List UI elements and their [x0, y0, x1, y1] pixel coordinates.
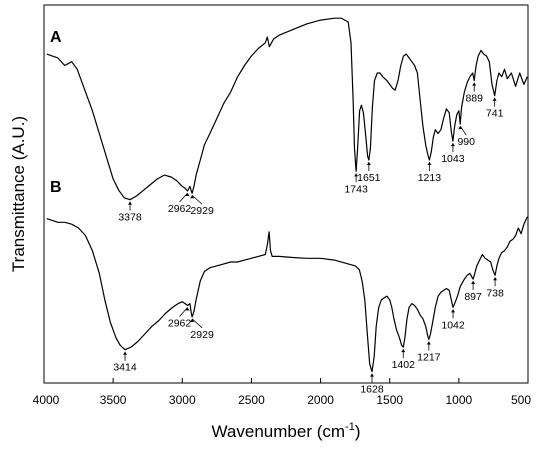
peak-label: 1042 [441, 319, 465, 331]
peak-arrow-head [190, 195, 195, 199]
panel-label-b: B [50, 179, 62, 196]
peak-label: 1651 [357, 172, 381, 184]
spectrum-line-b [46, 216, 528, 373]
spectra-series [46, 17, 528, 373]
peak-label: 741 [486, 108, 504, 120]
peak-arrow-head [426, 341, 431, 345]
peak-label: 1628 [360, 384, 384, 396]
peak-annotation: 1651 [357, 161, 381, 184]
peak-arrow-head [185, 307, 190, 311]
x-tick-label: 2000 [307, 393, 334, 407]
peak-arrow-head [492, 97, 497, 101]
peak-annotation: 889 [465, 82, 483, 105]
peak-label: 1217 [417, 352, 441, 364]
peak-annotation: 897 [464, 281, 482, 303]
peak-label: 1743 [344, 183, 368, 195]
spectrum-line-a [46, 17, 528, 201]
peak-arrow [459, 125, 467, 136]
peak-label: 738 [486, 287, 504, 299]
peak-arrow-head [128, 201, 133, 205]
peak-annotation: 1628 [360, 373, 384, 396]
x-tick-label: 4000 [33, 393, 60, 407]
peak-annotation: 2929 [190, 318, 214, 341]
peak-arrow-head [458, 126, 463, 130]
peak-annotation: 3378 [118, 201, 142, 224]
peak-label: 2929 [190, 329, 214, 341]
peak-label: 3378 [118, 212, 142, 224]
peak-arrow [191, 194, 203, 205]
peak-label: 1043 [441, 153, 465, 165]
peak-label: 3414 [113, 362, 137, 374]
peak-annotation: 2962 [168, 307, 192, 330]
peak-annotation: 2962 [168, 192, 192, 215]
peak-label: 2962 [168, 318, 192, 330]
peak-arrow-head [472, 82, 477, 86]
x-axis-ticks: 4000 3500 3000 2500 2000 1500 1000 500 [33, 378, 531, 407]
peak-annotation: 1042 [441, 309, 465, 331]
x-tick-label: 3000 [169, 393, 196, 407]
peak-label: 1213 [418, 172, 442, 184]
peak-arrow-head [190, 318, 195, 322]
peak-annotation: 3414 [113, 351, 137, 374]
peak-annotation: 2929 [190, 194, 214, 217]
peak-arrow [191, 318, 203, 329]
y-axis-title: Transmittance (A.U.) [9, 116, 28, 272]
peak-arrow-head [401, 349, 406, 353]
peak-arrow-head [451, 309, 456, 313]
peak-annotation: 741 [486, 97, 504, 120]
x-tick-label: 1500 [376, 393, 403, 407]
peak-arrow-head [354, 173, 359, 177]
peak-label: 2962 [168, 203, 192, 215]
panel-label-a: A [50, 29, 62, 46]
peak-arrow-head [450, 143, 455, 147]
peak-label: 990 [457, 136, 475, 148]
peak-label: 2929 [190, 205, 214, 217]
peak-annotation: 990 [457, 125, 475, 148]
peak-arrow-head [471, 281, 476, 285]
peak-arrow [179, 192, 188, 203]
peak-annotation: 1213 [418, 161, 442, 184]
peak-arrow-head [366, 161, 371, 165]
x-tick-label: 2500 [238, 393, 265, 407]
peak-arrow-head [493, 277, 498, 281]
plot-frame [43, 4, 529, 384]
peak-label: 1402 [392, 359, 416, 371]
peak-annotation: 1043 [441, 143, 465, 165]
peak-annotation: 1743 [344, 173, 368, 195]
x-tick-label: 3500 [100, 393, 127, 407]
peak-label: 897 [464, 291, 482, 303]
peak-arrow [179, 307, 188, 317]
peak-arrow-head [185, 192, 190, 196]
x-axis-title: Wavenumber (cm-1) [212, 421, 361, 441]
peak-arrow-head [427, 161, 432, 165]
x-tick-label: 1000 [446, 393, 473, 407]
peak-annotation: 738 [486, 277, 504, 299]
peak-annotation: 1217 [417, 341, 441, 364]
x-tick-label: 500 [511, 393, 531, 407]
peak-annotation: 1402 [392, 349, 416, 371]
peak-label: 889 [465, 93, 483, 105]
peak-arrow-head [123, 351, 128, 355]
peak-arrow-head [370, 373, 375, 377]
